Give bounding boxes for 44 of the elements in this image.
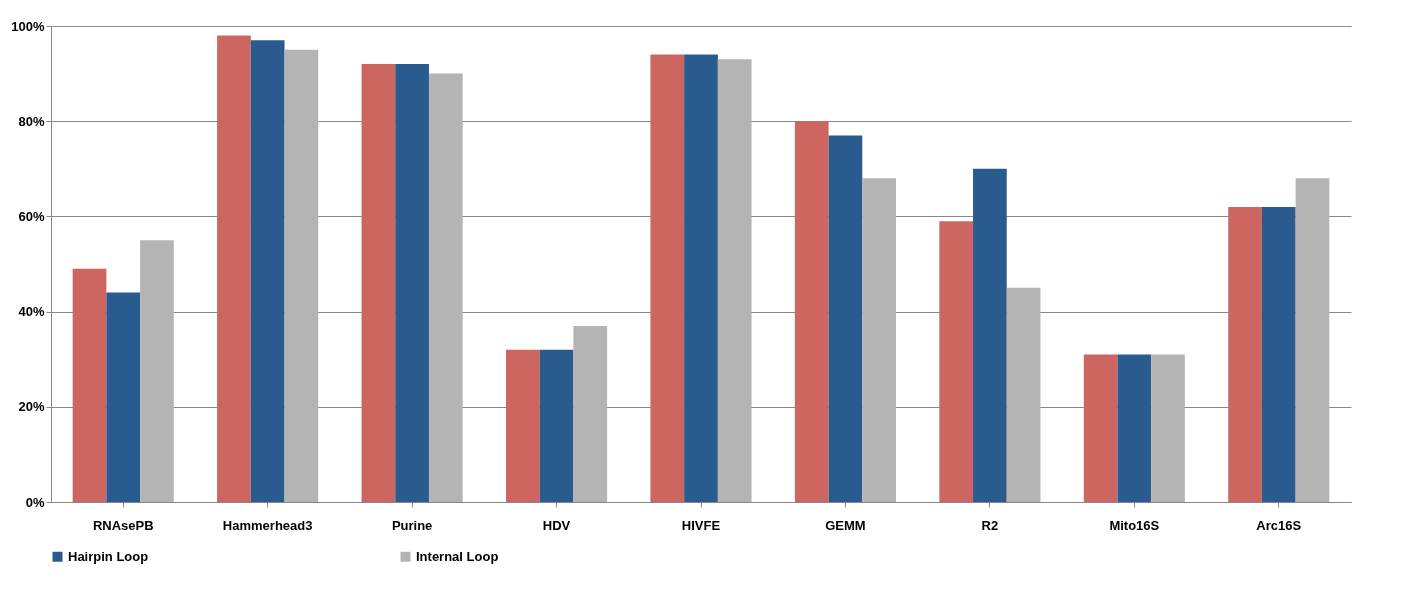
bar [1295, 178, 1330, 502]
y-tick-label: 0% [25, 494, 45, 510]
bar [1006, 287, 1041, 502]
x-tick-label: Mito16S [1109, 517, 1160, 533]
bar [1228, 206, 1262, 502]
bar [650, 54, 685, 502]
bar [573, 325, 608, 502]
y-tick-label: 100% [11, 18, 45, 34]
bar [1083, 354, 1118, 502]
x-tick-label: Hammerhead3 [222, 517, 313, 533]
bar [1151, 354, 1185, 502]
legend-label: Internal Loop [416, 548, 499, 564]
bar [72, 268, 107, 502]
bar [717, 59, 752, 502]
bar [828, 135, 863, 502]
legend-label: Hairpin Loop [68, 548, 149, 564]
bar [1117, 354, 1152, 502]
bar [939, 221, 974, 502]
bar [973, 168, 1007, 502]
x-tick-label: HDV [542, 517, 571, 533]
y-tick-label: 40% [18, 304, 45, 320]
bar [361, 64, 396, 502]
bar [395, 64, 429, 502]
x-tick-label: Purine [391, 517, 433, 533]
x-tick-label: GEMM [825, 517, 866, 533]
bar [862, 178, 896, 502]
bar [684, 54, 718, 502]
bar [284, 49, 319, 502]
x-tick-label: HIVFE [681, 517, 721, 533]
x-tick-label: RNAsePB [92, 517, 154, 533]
bar [539, 349, 574, 502]
bar [217, 35, 251, 502]
x-tick-label: R2 [981, 517, 999, 533]
y-tick-label: 60% [18, 208, 45, 224]
bar [794, 121, 829, 502]
y-tick-label: 80% [18, 113, 45, 129]
bar [250, 40, 285, 502]
x-tick-label: Arc16S [1256, 517, 1302, 533]
bar [106, 292, 141, 502]
y-tick-label: 20% [18, 399, 45, 415]
bar [506, 349, 540, 502]
bar [1261, 206, 1296, 502]
bar [428, 73, 463, 502]
bar [140, 240, 174, 502]
